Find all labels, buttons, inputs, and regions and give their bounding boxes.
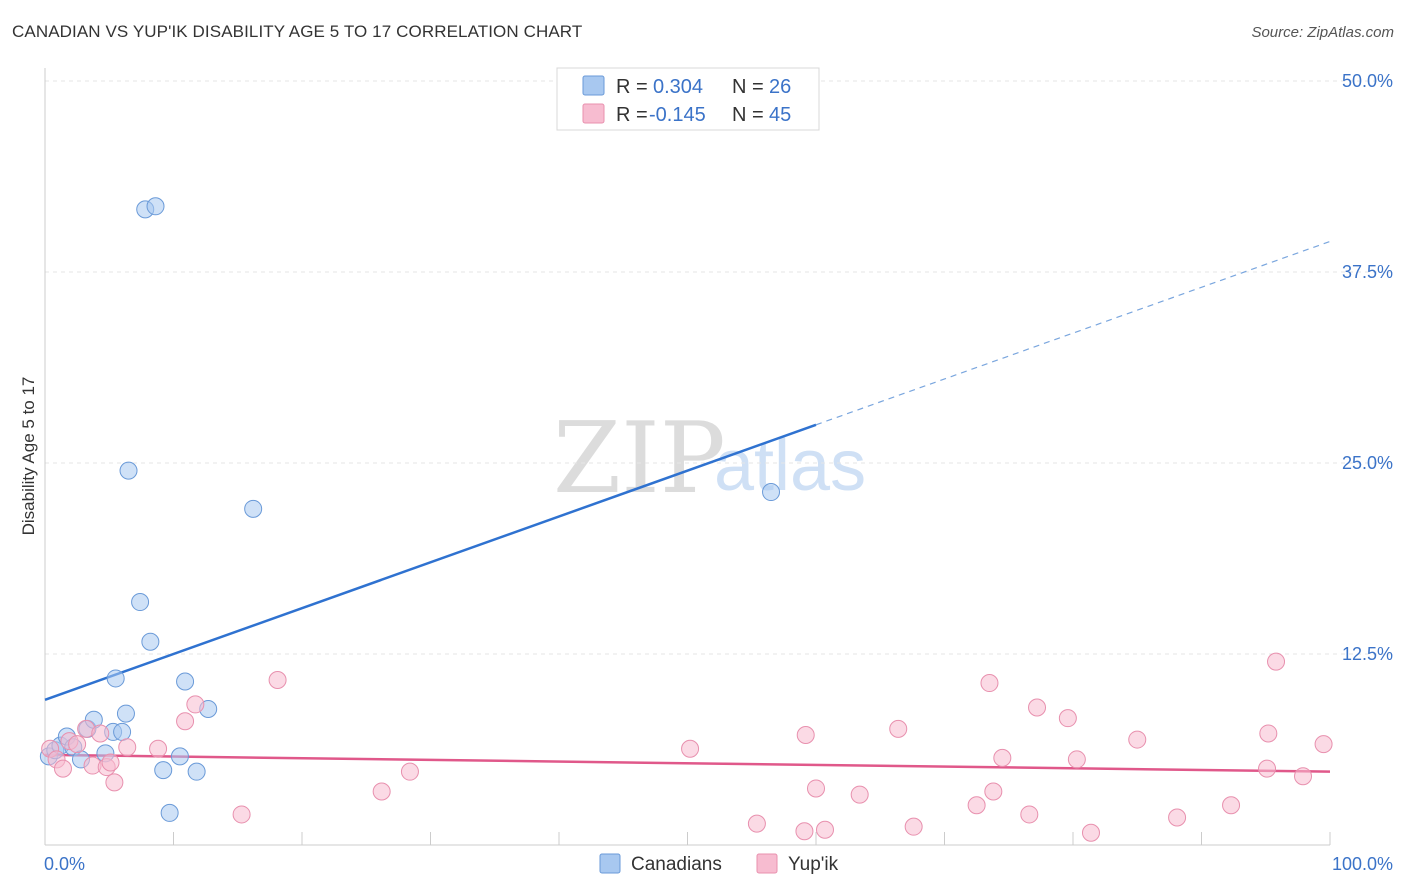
legend-r-value-canadians: 0.304 [653,76,703,98]
point-yupik-35 [1067,750,1086,769]
y-axis-label: Disability Age 5 to 17 [19,377,38,536]
source-label: Source: ZipAtlas.com [1251,24,1394,41]
point-yupik-20 [747,814,766,833]
point-yupik-13 [176,712,195,731]
correlation-legend: R = 0.304 N = 26 R = -0.145 N = 45 [556,67,820,131]
legend-swatch-yupik [582,103,605,124]
point-canadians-19 [160,803,179,822]
series-legend: Canadians Yup'ik [599,853,839,875]
point-yupik-42 [1267,652,1286,671]
point-yupik-25 [850,785,869,804]
x-tick-label-1: 100.0% [1332,854,1393,874]
bottom-legend-label-yupik: Yup'ik [788,854,839,875]
point-canadians-11 [106,669,125,688]
point-yupik-22 [796,725,815,744]
y-tick-label-1: 25.0% [1342,453,1393,473]
legend-n-label-canadians: N = [732,76,764,98]
point-canadians-22 [187,762,206,781]
point-yupik-26 [889,719,908,738]
gridlines [45,80,1392,655]
point-yupik-41 [1259,724,1278,743]
trend-line-canadians [44,423,817,702]
legend-n-value-canadians: 26 [769,76,791,98]
point-yupik-17 [372,782,391,801]
point-yupik-9 [101,753,120,772]
x-tick-labels: 0.0% 100.0% [44,854,1393,874]
point-yupik-29 [980,674,999,693]
watermark-zip: ZIP [553,402,726,516]
trend-line-canadians-extension [815,240,1331,426]
y-tick-label-2: 37.5% [1342,262,1393,282]
point-canadians-10 [113,722,132,741]
point-yupik-2 [53,759,72,778]
point-yupik-37 [1128,730,1147,749]
bottom-legend-label-canadians: Canadians [631,854,722,875]
x-tick-label-0: 0.0% [44,854,85,874]
point-yupik-12 [149,739,168,758]
point-canadians-15 [119,461,138,480]
point-yupik-14 [186,695,205,714]
point-yupik-21 [795,822,814,841]
trend-line-yupik [44,753,1331,773]
point-yupik-40 [1258,759,1277,778]
point-yupik-18 [400,762,419,781]
point-yupik-44 [1314,735,1333,754]
point-yupik-4 [68,735,87,754]
point-canadians-17 [146,197,165,216]
point-canadians-14 [141,632,160,651]
point-yupik-33 [1028,698,1047,717]
point-yupik-7 [91,724,110,743]
point-canadians-13 [131,593,150,612]
point-canadians-25 [762,483,781,502]
trend-lines [44,240,1331,773]
watermark-atlas: atlas [714,426,866,506]
bottom-legend-swatch-canadians [599,853,621,874]
point-yupik-24 [815,820,834,839]
point-yupik-38 [1168,808,1187,827]
legend-swatch-canadians [582,75,605,96]
y-tick-label-3: 50.0% [1342,71,1393,91]
point-yupik-30 [984,782,1003,801]
point-yupik-11 [118,738,137,757]
y-tick-labels: 12.5% 25.0% 37.5% 50.0% [1342,71,1393,664]
point-yupik-32 [1020,805,1039,824]
point-yupik-39 [1222,796,1241,815]
legend-n-label-yupik: N = [732,104,764,126]
point-canadians-21 [176,672,195,691]
legend-r-label-canadians: R = [616,76,648,98]
point-yupik-27 [904,817,923,836]
axes [44,68,1331,846]
point-yupik-15 [232,805,251,824]
point-yupik-34 [1058,709,1077,728]
legend-r-value-yupik: -0.145 [649,104,706,126]
point-canadians-24 [244,499,263,518]
point-canadians-20 [170,747,189,766]
point-yupik-23 [807,779,825,798]
legend-n-value-yupik: 45 [769,104,791,126]
point-canadians-18 [154,761,173,780]
point-yupik-36 [1081,823,1100,842]
point-yupik-28 [967,796,986,815]
chart-title: CANADIAN VS YUP'IK DISABILITY AGE 5 TO 1… [12,22,583,41]
bottom-legend-swatch-yupik [756,853,778,874]
point-yupik-43 [1294,767,1313,786]
point-canadians-12 [116,704,135,723]
data-points [39,197,1333,842]
point-yupik-10 [105,773,124,792]
y-tick-label-0: 12.5% [1342,644,1393,664]
legend-r-label-yupik: R = [616,104,648,126]
point-yupik-31 [993,748,1012,767]
point-yupik-16 [268,670,287,689]
point-yupik-19 [681,739,700,758]
